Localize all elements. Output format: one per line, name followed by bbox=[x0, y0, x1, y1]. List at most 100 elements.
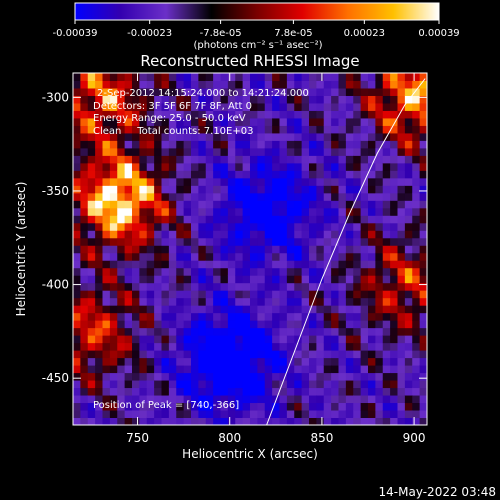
heatmap-cell bbox=[419, 297, 427, 306]
heatmap-cell bbox=[168, 162, 177, 171]
heatmap-cell bbox=[412, 342, 421, 351]
heatmap-cell bbox=[161, 95, 170, 104]
heatmap-cell bbox=[154, 102, 163, 111]
heatmap-cell bbox=[345, 335, 354, 344]
heatmap-cell bbox=[419, 147, 427, 156]
heatmap-cell bbox=[264, 320, 273, 329]
heatmap-cell bbox=[87, 95, 96, 104]
heatmap-cell bbox=[257, 290, 266, 299]
heatmap-cell bbox=[220, 275, 229, 284]
heatmap-cell bbox=[368, 365, 376, 374]
heatmap-cell bbox=[205, 365, 214, 374]
heatmap-cell bbox=[73, 87, 81, 96]
heatmap-cell bbox=[316, 155, 325, 164]
heatmap-cell bbox=[242, 102, 251, 111]
heatmap-cell bbox=[95, 312, 104, 321]
heatmap-cell bbox=[87, 275, 96, 284]
heatmap-cell bbox=[309, 350, 317, 359]
heatmap-cell bbox=[279, 155, 288, 164]
heatmap-cell bbox=[95, 140, 104, 149]
heatmap-cell bbox=[80, 395, 89, 404]
heatmap-cell bbox=[257, 117, 266, 126]
heatmap-cell bbox=[272, 297, 281, 306]
heatmap-cell bbox=[412, 350, 421, 359]
heatmap-cell bbox=[301, 402, 310, 411]
heatmap-cell bbox=[397, 320, 406, 329]
y-axis-label: Heliocentric Y (arcsec) bbox=[14, 182, 28, 317]
heatmap-cell bbox=[146, 170, 155, 179]
heatmap-cell bbox=[368, 207, 376, 216]
heatmap-cell bbox=[87, 80, 96, 89]
heatmap-cell bbox=[257, 267, 266, 276]
heatmap-cell bbox=[213, 372, 222, 381]
heatmap-cell bbox=[375, 132, 384, 141]
heatmap-cell bbox=[345, 297, 354, 306]
heatmap-cell bbox=[279, 335, 288, 344]
heatmap-cell bbox=[316, 267, 325, 276]
heatmap-cell bbox=[331, 147, 340, 156]
heatmap-cell bbox=[242, 147, 251, 156]
heatmap-cell bbox=[390, 110, 399, 119]
heatmap-cell bbox=[279, 387, 288, 396]
heatmap-cell bbox=[132, 320, 140, 329]
heatmap-cell bbox=[316, 297, 325, 306]
heatmap-cell bbox=[87, 372, 96, 381]
heatmap-cell bbox=[154, 365, 163, 374]
heatmap-cell bbox=[345, 365, 354, 374]
heatmap-cell bbox=[419, 260, 427, 269]
heatmap-cell bbox=[360, 275, 369, 284]
heatmap-cell bbox=[220, 185, 229, 194]
heatmap-cell bbox=[73, 102, 81, 111]
heatmap-cell bbox=[272, 155, 281, 164]
heatmap-cell bbox=[213, 380, 222, 389]
heatmap-cell bbox=[331, 417, 340, 425]
heatmap-cell bbox=[257, 222, 266, 231]
heatmap-cell bbox=[168, 132, 177, 141]
heatmap-cell bbox=[331, 305, 340, 314]
heatmap-cell bbox=[272, 95, 281, 104]
heatmap-cell bbox=[323, 402, 332, 411]
heatmap-cell bbox=[139, 342, 148, 351]
heatmap-cell bbox=[124, 245, 133, 254]
heatmap-cell bbox=[331, 80, 340, 89]
heatmap-cell bbox=[309, 80, 317, 89]
heatmap-cell bbox=[412, 327, 421, 336]
heatmap-cell bbox=[412, 237, 421, 246]
heatmap-cell bbox=[250, 365, 258, 374]
heatmap-cell bbox=[353, 80, 362, 89]
heatmap-cell bbox=[198, 252, 207, 261]
heatmap-cell bbox=[242, 275, 251, 284]
heatmap-cell bbox=[183, 80, 192, 89]
heatmap-cell bbox=[95, 402, 104, 411]
heatmap-cell bbox=[338, 372, 347, 381]
heatmap-cell bbox=[279, 73, 288, 81]
heatmap-cell bbox=[294, 155, 303, 164]
heatmap-cell bbox=[375, 230, 384, 239]
heatmap-cell bbox=[323, 252, 332, 261]
heatmap-cell bbox=[109, 365, 118, 374]
heatmap-cell bbox=[382, 357, 391, 366]
heatmap-cell bbox=[257, 372, 266, 381]
heatmap-cell bbox=[338, 312, 347, 321]
heatmap-cell bbox=[250, 170, 258, 179]
heatmap-cell bbox=[345, 312, 354, 321]
heatmap-cell bbox=[87, 185, 96, 194]
heatmap-cell bbox=[213, 365, 222, 374]
heatmap-cell bbox=[382, 73, 391, 81]
heatmap-cell bbox=[176, 177, 185, 186]
heatmap-cell bbox=[146, 410, 155, 419]
heatmap-cell bbox=[301, 177, 310, 186]
heatmap-cell bbox=[316, 387, 325, 396]
heatmap-cell bbox=[227, 162, 236, 171]
heatmap-cell bbox=[117, 207, 126, 216]
heatmap-cell bbox=[390, 215, 399, 224]
heatmap-cell bbox=[191, 417, 199, 425]
heatmap-cell bbox=[397, 215, 406, 224]
heatmap-cell bbox=[294, 290, 303, 299]
heatmap-cell bbox=[345, 395, 354, 404]
heatmap-cell bbox=[368, 350, 376, 359]
heatmap-cell bbox=[102, 200, 111, 209]
heatmap-cell bbox=[301, 320, 310, 329]
heatmap-cell bbox=[73, 95, 81, 104]
heatmap-cell bbox=[345, 73, 354, 81]
